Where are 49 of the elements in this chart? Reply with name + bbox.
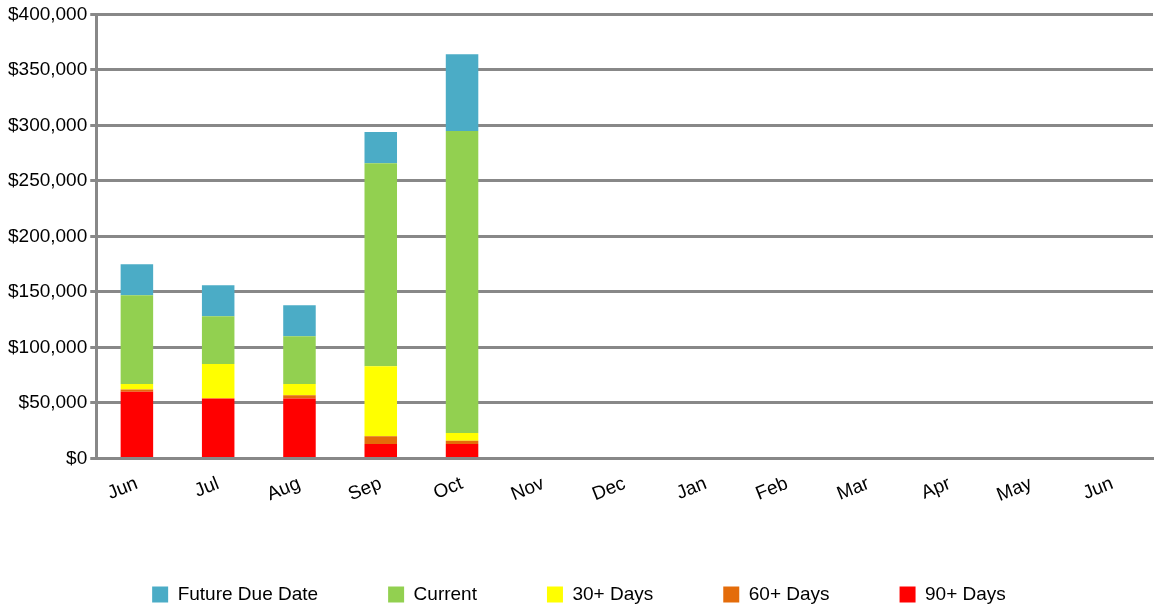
bar [201,364,235,399]
y-tick-label: $0 [66,446,88,468]
x-tick-label: Aug [263,472,303,505]
bar [201,398,235,457]
x-tick-label: Jun [104,472,141,504]
y-tick-label: $350,000 [8,58,88,80]
x-tick-label: Apr [917,471,954,503]
y-tick-label: $50,000 [18,391,88,413]
y-tick-label: $150,000 [8,280,88,302]
bar [201,285,235,317]
x-tick-label: Mar [833,471,873,504]
x-tick-label: Jan [673,472,710,504]
legend-label: 30+ Days [572,582,654,604]
x-tick-label: Nov [507,471,548,505]
bar [120,391,154,457]
legend-label: Current [413,582,478,604]
x-tick-label: Jul [191,472,222,501]
y-tick-label: $300,000 [8,113,88,135]
bar [364,163,398,367]
bar [364,366,398,437]
bar [445,443,479,457]
bar [445,130,479,433]
bar [364,436,398,444]
bar [364,443,398,457]
bar [120,264,154,296]
x-tick-label: Dec [588,472,629,505]
legend-label: Future Due Date [177,582,319,604]
y-tick-label: $250,000 [8,169,88,191]
y-tick-label: $200,000 [8,224,88,246]
bar [283,336,316,385]
bar [120,384,154,390]
legend-label: 60+ Days [748,582,830,604]
y-tick-label: $100,000 [8,335,88,357]
bar [120,295,154,385]
bar [201,316,235,365]
bar [283,395,316,399]
legend-label: 90+ Days [925,582,1006,604]
bar [445,54,479,131]
bar [364,132,398,164]
bar [283,398,316,457]
bar [445,432,479,441]
y-tick-label: $400,000 [8,2,88,24]
x-tick-label: Oct [430,471,467,503]
x-tick-label: Sep [345,472,385,505]
bar [283,305,316,337]
x-tick-label: Jun [1079,472,1116,504]
x-tick-label: May [993,471,1035,505]
bar [283,384,316,396]
x-tick-label: Feb [752,472,791,504]
